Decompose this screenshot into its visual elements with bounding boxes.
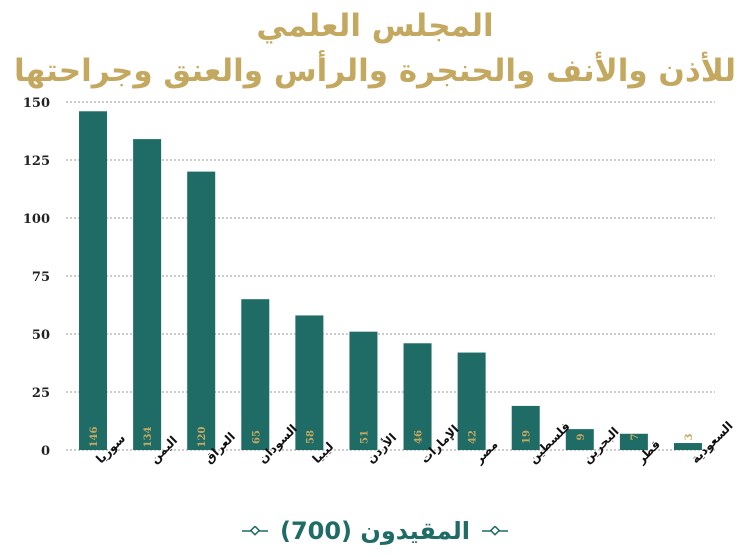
bar-value-label: 134 — [143, 427, 154, 448]
bar-value-label: 120 — [197, 427, 208, 448]
bar — [241, 299, 270, 450]
chart-title-line2: للأذن والأنف والحنجرة والرأس والعنق وجرا… — [14, 53, 736, 89]
bar-value-label: 146 — [89, 427, 100, 448]
bar-value-label: 51 — [359, 430, 370, 444]
bar — [349, 331, 378, 450]
bar-value-label: 19 — [522, 430, 533, 444]
grid-lines — [66, 101, 715, 451]
bar — [457, 352, 486, 450]
bar — [187, 171, 216, 450]
diamond-ornament-icon — [482, 526, 509, 536]
bar-value-label: 3 — [684, 433, 695, 440]
bar-value-label: 46 — [414, 430, 425, 444]
bar — [565, 429, 594, 450]
bar-value-label: 58 — [305, 430, 316, 444]
footer: المقيدون (700) — [0, 513, 750, 549]
y-tick-label: 150 — [23, 96, 50, 111]
y-tick-label: 50 — [32, 328, 50, 343]
bars — [79, 111, 702, 450]
bar — [403, 343, 432, 450]
bar-value-label: 42 — [468, 430, 479, 444]
y-tick-label: 25 — [32, 386, 50, 401]
bar — [133, 139, 162, 450]
bar — [79, 111, 108, 450]
diamond-ornament-icon — [241, 526, 268, 536]
y-tick-label: 125 — [23, 154, 50, 169]
bar — [511, 405, 540, 450]
value-labels: 146 134 120 65 58 51 46 42 19 9 7 3 — [89, 427, 695, 448]
y-tick-label: 75 — [32, 270, 50, 285]
chart-title-line1: المجلس العلمي — [256, 8, 494, 44]
y-tick-label: 100 — [23, 212, 50, 227]
bar — [673, 443, 702, 450]
bar — [619, 433, 648, 450]
bar-value-label: 7 — [630, 433, 641, 440]
y-tick-label: 0 — [41, 444, 50, 459]
bar-value-label: 65 — [251, 430, 262, 444]
category-label: السعودية — [688, 419, 736, 467]
bar-value-label: 9 — [576, 433, 587, 440]
bar — [295, 315, 324, 450]
y-axis-ticks: 0 25 50 75 100 125 150 — [23, 96, 50, 459]
footer-total-label: المقيدون (700) — [279, 517, 471, 545]
